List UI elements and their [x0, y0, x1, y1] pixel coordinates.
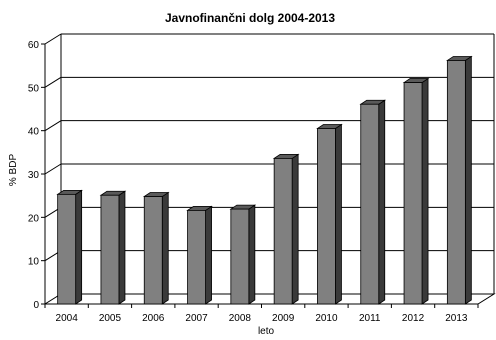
bar-side — [75, 189, 83, 305]
y-tick-label: 10 — [28, 257, 40, 268]
x-tick-label: 2009 — [272, 313, 295, 324]
bar-front — [360, 103, 380, 305]
bar-2012 — [402, 77, 430, 305]
gridline-diagonal — [44, 163, 62, 175]
x-tick-label: 2011 — [359, 313, 381, 324]
bar-side — [248, 204, 256, 305]
x-tick-label: 2004 — [56, 313, 79, 324]
bar-2006 — [142, 191, 170, 305]
y-axis-label: % BDP — [8, 154, 19, 187]
bar-front — [273, 157, 293, 305]
y-tick-label: 40 — [28, 127, 40, 138]
x-axis-label: leto — [258, 326, 275, 335]
plot-area: 0 10 20 30 40 50 60 2004 2005 2006 2007 2008 2009 201… — [28, 33, 496, 324]
bar-2008 — [229, 204, 257, 305]
bar-side — [291, 153, 299, 305]
bar-front — [57, 193, 77, 305]
bar-side — [378, 99, 386, 305]
bar-front — [187, 209, 206, 305]
bar-side — [421, 77, 429, 305]
bar-front — [446, 60, 466, 305]
gridline-diagonal — [44, 33, 62, 45]
gridline-diagonal — [44, 76, 62, 88]
x-tick-label: 2012 — [402, 313, 425, 324]
y-tick-label: 0 — [33, 300, 39, 311]
bar-2009 — [272, 153, 300, 305]
bar-2007 — [186, 205, 213, 305]
x-tick-label: 2006 — [142, 313, 165, 324]
x-tick-label: 2008 — [229, 313, 252, 324]
bar-front — [317, 128, 336, 305]
y-tick-label: 30 — [28, 170, 40, 181]
bar-side — [161, 191, 169, 305]
x-tick-label: 2007 — [185, 313, 208, 324]
bar-front — [403, 82, 423, 305]
bar-side — [118, 190, 126, 305]
y-tick-label: 20 — [28, 213, 40, 224]
bar-2011 — [359, 99, 387, 305]
bar-2010 — [316, 123, 343, 305]
bar-side — [464, 55, 472, 305]
x-tick-label: 2013 — [445, 313, 468, 324]
y-tick-label: 60 — [28, 40, 40, 51]
bar-front — [143, 196, 163, 305]
bar-2005 — [99, 190, 127, 305]
x-tick-label: 2005 — [99, 313, 122, 324]
bar-front — [100, 194, 120, 305]
y-tick-label: 50 — [28, 83, 40, 94]
bar-front — [230, 208, 250, 305]
bar-side — [335, 123, 342, 305]
bar-side — [205, 205, 212, 305]
chart-title: Javnofinančni dolg 2004-2013 — [165, 11, 335, 25]
bar-2013 — [446, 55, 473, 305]
x-tick-label: 2010 — [315, 313, 338, 324]
bar-2004 — [56, 189, 83, 305]
gridline-diagonal — [44, 120, 62, 132]
